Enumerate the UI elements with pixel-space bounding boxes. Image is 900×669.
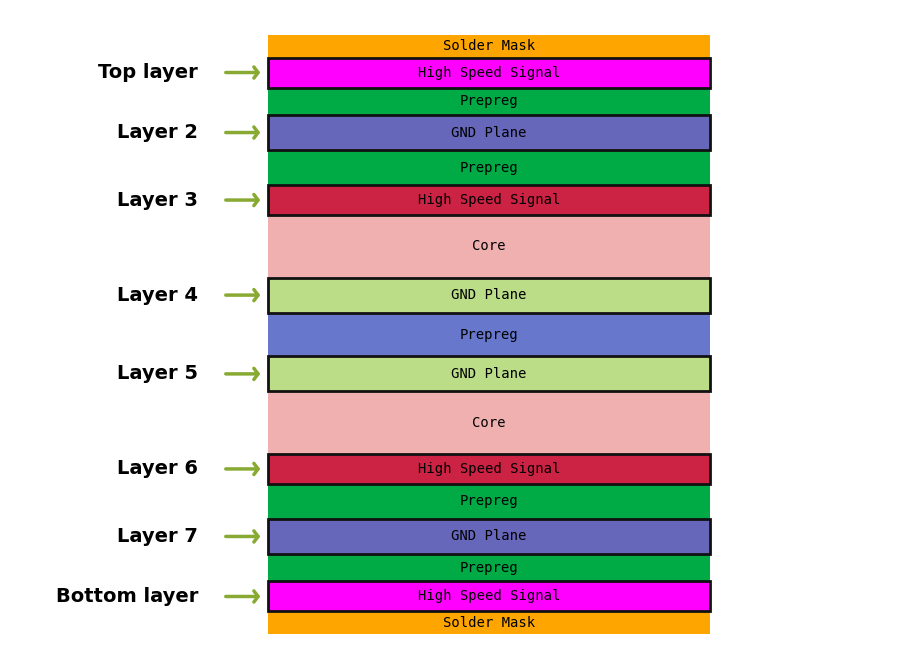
Bar — [268, 278, 710, 312]
Text: Layer 2: Layer 2 — [117, 123, 198, 142]
Bar — [268, 611, 710, 634]
Bar — [268, 581, 710, 611]
Bar — [268, 115, 710, 150]
Text: Bottom layer: Bottom layer — [56, 587, 198, 606]
Text: GND Plane: GND Plane — [451, 126, 526, 140]
Text: GND Plane: GND Plane — [451, 529, 526, 543]
Text: High Speed Signal: High Speed Signal — [418, 66, 560, 80]
Bar — [268, 35, 710, 58]
Text: Layer 5: Layer 5 — [117, 365, 198, 383]
Text: High Speed Signal: High Speed Signal — [418, 589, 560, 603]
Text: High Speed Signal: High Speed Signal — [418, 462, 560, 476]
Text: Layer 7: Layer 7 — [117, 527, 198, 546]
Text: Prepreg: Prepreg — [460, 561, 518, 575]
Bar — [268, 115, 710, 150]
Text: Layer 6: Layer 6 — [117, 460, 198, 478]
Text: Prepreg: Prepreg — [460, 161, 518, 175]
Bar — [268, 58, 710, 88]
Bar — [268, 357, 710, 391]
Text: Layer 3: Layer 3 — [117, 191, 198, 209]
Text: High Speed Signal: High Speed Signal — [418, 193, 560, 207]
Text: Layer 4: Layer 4 — [117, 286, 198, 304]
Text: Solder Mask: Solder Mask — [443, 615, 536, 630]
Text: Core: Core — [472, 240, 506, 254]
Text: GND Plane: GND Plane — [451, 288, 526, 302]
Bar — [268, 519, 710, 554]
Bar — [268, 185, 710, 215]
Bar — [268, 454, 710, 484]
Text: Prepreg: Prepreg — [460, 494, 518, 508]
Bar — [268, 484, 710, 519]
Text: Top layer: Top layer — [98, 63, 198, 82]
Bar — [268, 581, 710, 611]
Bar — [268, 150, 710, 185]
Text: Core: Core — [472, 415, 506, 429]
Bar — [268, 88, 710, 115]
Text: Solder Mask: Solder Mask — [443, 39, 536, 54]
Bar — [268, 58, 710, 88]
Bar — [268, 215, 710, 278]
Bar — [268, 278, 710, 312]
Bar — [268, 554, 710, 581]
Bar — [268, 454, 710, 484]
Bar — [268, 519, 710, 554]
Bar — [268, 357, 710, 391]
Bar — [268, 312, 710, 357]
Bar — [268, 185, 710, 215]
Text: Prepreg: Prepreg — [460, 94, 518, 108]
Text: Prepreg: Prepreg — [460, 328, 518, 341]
Text: GND Plane: GND Plane — [451, 367, 526, 381]
Bar — [268, 391, 710, 454]
